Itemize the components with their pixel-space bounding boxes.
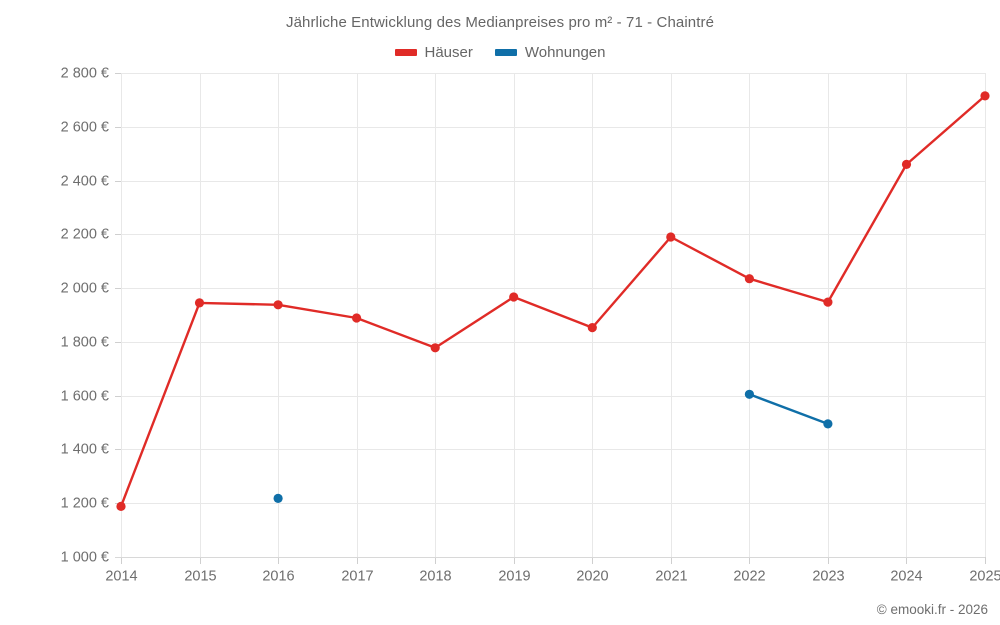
legend-label-wohnungen: Wohnungen xyxy=(524,44,606,61)
y-axis-ticks: 2 800 € 2 600 € 2 400 € 2 200 € 2 000 € 1 800… xyxy=(61,65,109,565)
x-axis-tick-label: 2022 xyxy=(733,569,765,585)
y-axis-tick-label: 1 800 € xyxy=(61,334,109,350)
y-axis-tick-label: 2 800 € xyxy=(61,65,109,81)
data-point[interactable] xyxy=(823,297,833,307)
y-axis-tick-label: 2 400 € xyxy=(61,173,109,189)
gridlines xyxy=(115,73,986,564)
data-point[interactable] xyxy=(273,300,283,310)
data-point[interactable] xyxy=(352,313,362,323)
legend-swatch-wohnungen xyxy=(494,49,517,56)
copyright-credit: © emooki.fr - 2026 xyxy=(876,602,988,617)
legend-item-hauser[interactable]: Häuser xyxy=(394,44,473,61)
x-axis-tick-label: 2025 xyxy=(969,569,1000,585)
x-axis-tick-label: 2021 xyxy=(655,569,687,585)
series-line-häuser xyxy=(119,94,987,508)
data-point[interactable] xyxy=(823,419,833,429)
y-axis-tick-label: 1 200 € xyxy=(61,495,109,511)
x-axis-tick-label: 2014 xyxy=(105,569,137,585)
y-axis-tick-label: 1 000 € xyxy=(61,549,109,565)
data-point[interactable] xyxy=(116,501,126,511)
data-point[interactable] xyxy=(587,323,597,333)
data-point[interactable] xyxy=(509,292,519,302)
data-point[interactable] xyxy=(901,159,912,169)
y-axis-tick-label: 2 600 € xyxy=(61,119,109,135)
x-axis-tick-label: 2018 xyxy=(419,569,451,585)
data-point[interactable] xyxy=(744,274,755,284)
data-point[interactable] xyxy=(980,91,990,101)
x-axis-tick-label: 2019 xyxy=(498,569,530,585)
data-series xyxy=(116,91,990,511)
y-axis-tick-label: 1 400 € xyxy=(61,441,109,457)
chart-legend: Häuser Wohnungen xyxy=(0,44,1000,61)
data-point[interactable] xyxy=(194,298,205,308)
x-axis-tick-label: 2020 xyxy=(576,569,608,585)
y-axis-tick-label: 2 200 € xyxy=(61,226,109,242)
x-axis-tick-label: 2023 xyxy=(812,569,844,585)
legend-item-wohnungen[interactable]: Wohnungen xyxy=(494,44,606,61)
x-axis-ticks: 2014 2015 2016 2017 2018 2019 2020 2021 2022 2023… xyxy=(105,569,1000,585)
series-line-wohnungen xyxy=(748,393,830,426)
legend-swatch-hauser xyxy=(394,49,417,56)
x-axis-tick-label: 2017 xyxy=(341,569,373,585)
legend-label-hauser: Häuser xyxy=(424,44,473,61)
data-point[interactable] xyxy=(744,389,755,399)
data-point[interactable] xyxy=(273,493,283,503)
chart-title: Jährliche Entwicklung des Medianpreises … xyxy=(285,14,715,31)
x-axis-tick-label: 2015 xyxy=(184,569,216,585)
data-point[interactable] xyxy=(430,343,440,353)
x-axis-tick-label: 2016 xyxy=(262,569,294,585)
y-axis-tick-label: 1 600 € xyxy=(61,388,109,404)
x-axis-tick-label: 2024 xyxy=(890,569,922,585)
data-point[interactable] xyxy=(666,232,676,242)
y-axis-tick-label: 2 000 € xyxy=(61,280,109,296)
